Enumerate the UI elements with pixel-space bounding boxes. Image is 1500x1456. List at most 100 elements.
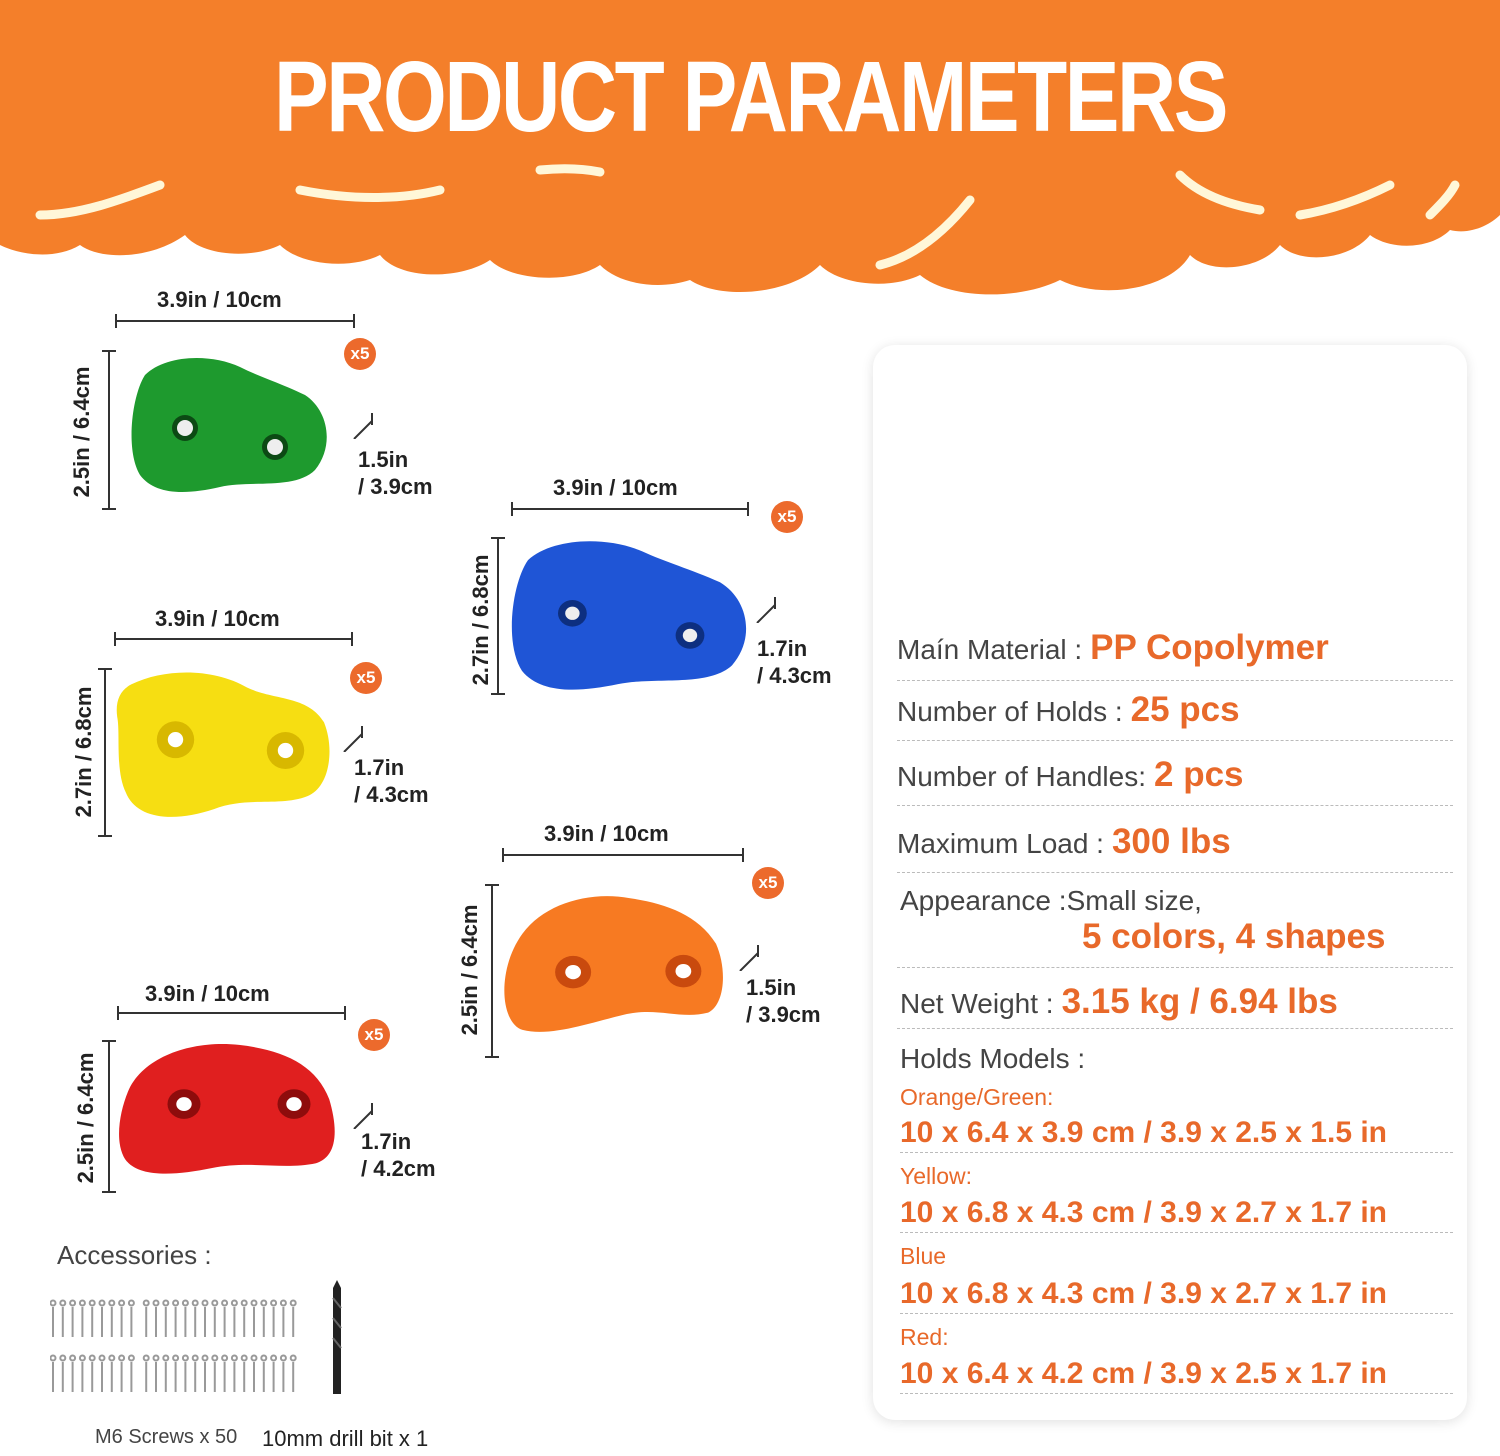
screw	[152, 1299, 160, 1337]
orange-depth-cm: / 3.9cm	[746, 1002, 821, 1027]
screw	[260, 1299, 268, 1337]
screw	[221, 1354, 229, 1392]
red-depth-cm: / 4.2cm	[361, 1156, 436, 1181]
screw	[69, 1354, 77, 1392]
green-height-line	[102, 350, 116, 510]
screw	[211, 1354, 219, 1392]
screw	[162, 1354, 170, 1392]
yellow-height-line	[98, 668, 112, 837]
spec-label: Net Weight :	[900, 988, 1054, 1019]
screw	[181, 1299, 189, 1337]
screw	[201, 1354, 209, 1392]
yellow-height-label: 2.7in / 6.8cm	[71, 686, 96, 818]
screw	[172, 1299, 180, 1337]
blue-depth-tick	[756, 597, 776, 623]
spec-label: Number of Holds :	[897, 696, 1123, 727]
screw	[191, 1299, 199, 1337]
model-name: Yellow:	[900, 1163, 973, 1189]
screw	[59, 1354, 67, 1392]
red-depth-label: 1.7in/ 4.2cm	[361, 1128, 436, 1182]
green-height-label: 2.5in / 6.4cm	[69, 366, 94, 498]
spec-card	[873, 345, 1467, 1420]
screws-caption: M6 Screws x 50	[95, 1426, 238, 1448]
drill-bit-caption: 10mm drill bit x 1	[262, 1426, 429, 1451]
screw	[108, 1299, 116, 1337]
screw	[127, 1299, 135, 1337]
green-width-line	[115, 314, 355, 328]
spec-label: Appearance :	[900, 885, 1067, 916]
green-depth-in: 1.5in	[358, 447, 409, 472]
screw	[142, 1299, 150, 1337]
blue-depth-in: 1.7in	[757, 636, 808, 661]
spec-label: Number of Handles:	[897, 761, 1147, 792]
yellow-width-label: 3.9in / 10cm	[155, 606, 280, 631]
yellow-depth-in: 1.7in	[354, 755, 405, 780]
screw	[289, 1354, 297, 1392]
blue-height-line	[491, 537, 505, 695]
screw	[240, 1299, 248, 1337]
screw	[162, 1299, 170, 1337]
screw	[69, 1299, 77, 1337]
orange-depth-tick	[739, 945, 759, 971]
blue-width-label: 3.9in / 10cm	[553, 475, 678, 500]
screw	[221, 1299, 229, 1337]
screw	[250, 1354, 258, 1392]
screw	[211, 1299, 219, 1337]
screws-image	[50, 1299, 297, 1392]
spec-value: 300 lbs	[1111, 822, 1231, 861]
screw	[270, 1299, 278, 1337]
screw	[50, 1354, 57, 1392]
screw	[108, 1354, 116, 1392]
screw	[59, 1299, 67, 1337]
screw	[142, 1354, 150, 1392]
model-size: 10 x 6.8 x 4.3 cm / 3.9 x 2.7 x 1.7 in	[900, 1196, 1453, 1233]
screw	[181, 1354, 189, 1392]
spec-value: 3.15 kg / 6.94 lbs	[1061, 982, 1338, 1021]
yellow-depth-label: 1.7in/ 4.3cm	[354, 754, 429, 808]
orange-depth-label: 1.5in/ 3.9cm	[746, 974, 821, 1028]
screw	[260, 1354, 268, 1392]
orange-height-line	[485, 884, 499, 1058]
red-quantity-badge: x5	[358, 1019, 390, 1051]
red-depth-tick	[353, 1103, 373, 1129]
orange-height-label: 2.5in / 6.4cm	[457, 904, 482, 1036]
screw	[279, 1299, 287, 1337]
screw	[118, 1354, 126, 1392]
red-width-label: 3.9in / 10cm	[145, 981, 270, 1006]
screw	[127, 1354, 135, 1392]
screw	[230, 1299, 238, 1337]
model-size: 10 x 6.8 x 4.3 cm / 3.9 x 2.7 x 1.7 in	[900, 1277, 1453, 1314]
screw	[152, 1354, 160, 1392]
spec-label: Maximum Load :	[897, 828, 1104, 859]
screw	[289, 1299, 297, 1337]
spec-number-of-holds: Number of Holds :25 pcs	[897, 690, 1453, 741]
orange-quantity-badge: x5	[752, 867, 784, 899]
screw	[201, 1299, 209, 1337]
blue-depth-cm: / 4.3cm	[757, 663, 832, 688]
screw	[88, 1299, 96, 1337]
screw	[78, 1354, 86, 1392]
model-size: 10 x 6.4 x 4.2 cm / 3.9 x 2.5 x 1.7 in	[900, 1357, 1453, 1394]
orange-depth-in: 1.5in	[746, 975, 797, 1000]
yellow-climbing-hold	[116, 672, 330, 817]
green-quantity-badge: x5	[344, 338, 376, 370]
model-name: Orange/Green:	[900, 1084, 1054, 1110]
green-depth-label: 1.5in/ 3.9cm	[358, 446, 433, 500]
orange-climbing-hold	[504, 896, 723, 1032]
yellow-depth-tick	[343, 726, 363, 752]
page-title: PRODUCT PARAMETERS	[274, 41, 1228, 153]
spec-maximum-load: Maximum Load :300 lbs	[897, 822, 1453, 873]
screw	[270, 1354, 278, 1392]
spec-label: Maín Material :	[897, 634, 1083, 665]
model-name: Red:	[900, 1324, 949, 1350]
orange-width-line	[502, 848, 744, 862]
spec-net-weight: Net Weight :3.15 kg / 6.94 lbs	[897, 982, 1453, 1029]
red-climbing-hold	[119, 1044, 335, 1174]
green-climbing-hold	[131, 357, 327, 492]
blue-width-line	[511, 502, 749, 516]
yellow-depth-cm: / 4.3cm	[354, 782, 429, 807]
blue-depth-label: 1.7in/ 4.3cm	[757, 635, 832, 689]
spec-value: 25 pcs	[1130, 690, 1240, 729]
blue-quantity-badge: x5	[771, 501, 803, 533]
